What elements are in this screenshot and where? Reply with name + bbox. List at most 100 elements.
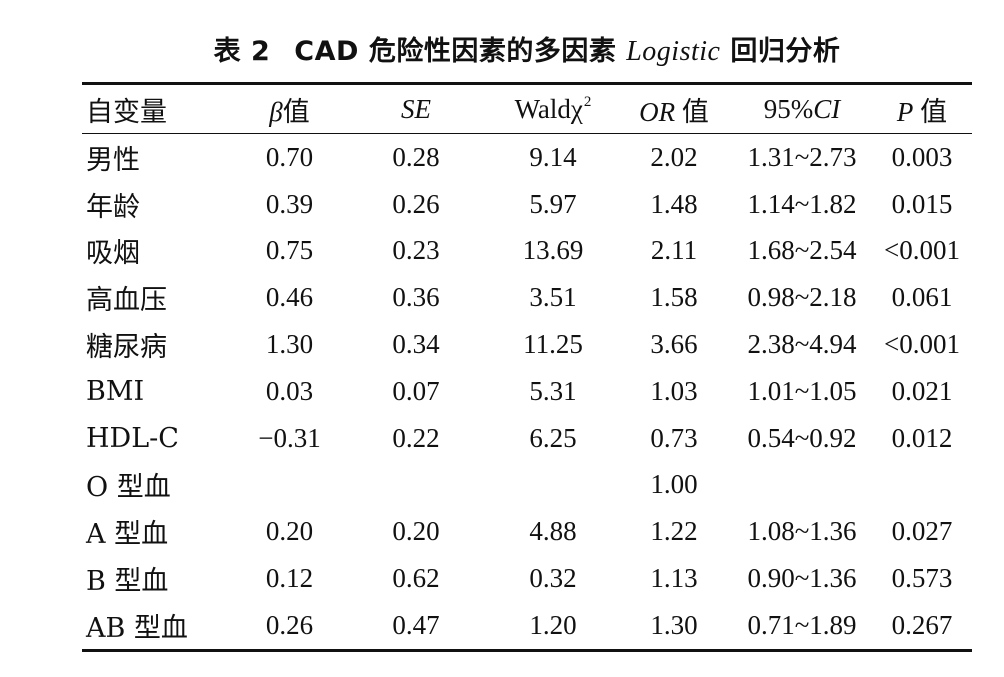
cell-se: 0.47 [392,609,440,640]
cell-wald [490,462,616,509]
cell-beta: 0.26 [265,609,314,640]
cell-p: <0.001 [884,329,960,360]
header-beta: β值 [237,84,342,134]
cell-or: 1.03 [650,375,698,406]
caption-title-prefix: CAD 危险性因素的多因素 [294,36,617,67]
table-header-row: 自变量 β值 SE Waldχ2 OR 值 95%CI P 值 [82,83,972,134]
table-row: A 型血 0.20 0.20 4.88 1.22 1.08~1.36 0.027 [82,508,972,555]
cell-wald: 5.97 [529,188,577,219]
cell-ci: 0.71~1.89 [747,609,857,640]
regression-table: 自变量 β值 SE Waldχ2 OR 值 95%CI P 值 男性 0.70 0.… [82,82,972,652]
header-wald-sup: 2 [583,93,592,110]
cell-se: 0.22 [392,422,440,453]
cell-p: 0.003 [891,141,953,172]
cell-variable: 男性 [86,144,140,176]
cell-beta: 1.30 [265,329,314,360]
cell-or: 3.66 [650,329,698,360]
cell-or: 0.73 [650,422,698,453]
cell-or: 1.22 [650,516,698,547]
table-row: B 型血 0.12 0.62 0.32 1.13 0.90~1.36 0.573 [82,555,972,602]
cell-variable: 年龄 [86,191,140,223]
cell-se: 0.26 [392,188,440,219]
cell-se: 0.62 [392,563,440,594]
table-row: 吸烟 0.75 0.23 13.69 2.11 1.68~2.54 <0.001 [82,228,972,275]
table-row: 男性 0.70 0.28 9.14 2.02 1.31~2.73 0.003 [82,134,972,181]
cell-or: 1.58 [650,282,698,313]
table-number: 表 2 [213,36,271,67]
cell-se [342,462,490,509]
cell-p: 0.573 [891,563,953,594]
cell-variable: B 型血 [86,566,169,598]
header-se: SE [401,93,431,124]
cell-or: 1.48 [650,188,698,219]
cell-ci: 0.90~1.36 [747,563,857,594]
header-ci: 95%CI [732,84,872,134]
cell-ci: 1.68~2.54 [747,235,857,266]
cell-ci: 1.08~1.36 [747,516,857,547]
table-row: 年龄 0.39 0.26 5.97 1.48 1.14~1.82 0.015 [82,181,972,228]
table-row: O 型血 1.00 [82,462,972,509]
cell-or: 2.11 [650,235,698,266]
table-row: 高血压 0.46 0.36 3.51 1.58 0.98~2.18 0.061 [82,274,972,321]
cell-se: 0.20 [392,516,440,547]
cell-ci: 1.14~1.82 [747,188,857,219]
cell-wald: 3.51 [529,282,577,313]
cell-beta: 0.75 [265,235,314,266]
header-beta-suffix: 值 [282,96,310,128]
cell-se: 0.36 [392,282,440,313]
cell-se: 0.23 [392,235,440,266]
cell-beta: 0.12 [265,563,314,594]
cell-wald: 13.69 [522,235,584,266]
header-p-suffix: 值 [920,96,948,128]
cell-p: 0.015 [891,188,953,219]
cell-ci [732,462,872,509]
cell-beta: 0.39 [265,188,314,219]
cell-se: 0.07 [392,375,440,406]
cell-or: 2.02 [650,141,698,172]
cell-wald: 11.25 [523,329,583,360]
cell-ci: 2.38~4.94 [747,329,857,360]
cell-p: 0.027 [891,516,953,547]
cell-variable: 吸烟 [86,238,140,270]
cell-beta: 0.03 [265,375,314,406]
header-p: P 值 [872,84,972,134]
cell-beta: 0.46 [265,282,314,313]
header-or-label: OR [639,96,676,127]
cell-or: 1.30 [650,609,698,640]
cell-ci: 1.31~2.73 [747,141,857,172]
cell-beta: −0.31 [258,422,321,453]
table-row: HDL-C −0.31 0.22 6.25 0.73 0.54~0.92 0.012 [82,415,972,462]
header-beta-symbol: β [269,96,283,127]
header-variable: 自变量 [86,96,167,128]
cell-beta: 0.20 [265,516,314,547]
table-row: 糖尿病 1.30 0.34 11.25 3.66 2.38~4.94 <0.001 [82,321,972,368]
cell-variable: AB 型血 [86,612,188,644]
cell-variable: A 型血 [86,519,169,551]
caption-title-italic: Logistic [626,36,721,67]
cell-p: 0.012 [891,422,953,453]
cell-variable: BMI [86,375,145,407]
cell-or: 1.13 [650,563,698,594]
cell-se: 0.34 [392,329,440,360]
cell-p: 0.267 [891,609,953,640]
cell-ci: 0.98~2.18 [747,282,857,313]
cell-or: 1.00 [650,469,698,500]
cell-wald: 5.31 [529,375,577,406]
cell-wald: 6.25 [529,422,577,453]
header-or: OR 值 [616,84,732,134]
table-row: BMI 0.03 0.07 5.31 1.03 1.01~1.05 0.021 [82,368,972,415]
cell-p: 0.061 [891,282,953,313]
header-ci-label: CI [813,93,841,124]
caption-title-suffix: 回归分析 [730,36,841,67]
cell-ci: 1.01~1.05 [747,375,857,406]
header-wald-label: Waldχ [514,93,583,124]
cell-p: <0.001 [884,235,960,266]
cell-variable: 糖尿病 [86,332,167,364]
cell-beta [237,462,342,509]
cell-p: 0.021 [891,375,953,406]
cell-wald: 0.32 [529,563,577,594]
cell-wald: 4.88 [529,516,577,547]
cell-ci: 0.54~0.92 [747,422,857,453]
cell-variable: 高血压 [86,285,167,317]
